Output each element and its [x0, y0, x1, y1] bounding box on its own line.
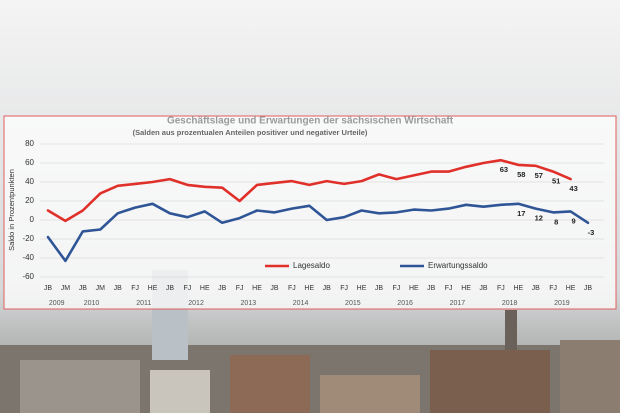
x-tick-label: HE — [304, 285, 314, 292]
x-tick-label: FJ — [497, 285, 505, 292]
x-tick-label: FJ — [445, 285, 453, 292]
year-label: 2010 — [84, 300, 100, 307]
y-tick-label: 80 — [25, 139, 34, 148]
y-axis-label: Saldo in Prozentpunkten — [7, 169, 16, 251]
y-tick-label: 20 — [25, 196, 34, 205]
x-tick-label: JB — [584, 285, 593, 292]
x-tick-label: JB — [375, 285, 384, 292]
x-tick-label: FJ — [392, 285, 400, 292]
year-label: 2018 — [502, 300, 518, 307]
x-tick-label: JB — [114, 285, 123, 292]
data-label: 63 — [500, 165, 508, 174]
line-series — [46, 158, 572, 223]
x-tick-label: JM — [61, 285, 71, 292]
x-tick-label: HE — [148, 285, 158, 292]
x-tick-label: HE — [513, 285, 523, 292]
data-label: 58 — [517, 170, 525, 179]
y-tick-label: -20 — [22, 234, 34, 243]
year-label: 2019 — [554, 300, 570, 307]
year-label: 2009 — [49, 300, 65, 307]
y-tick-label: 40 — [25, 177, 34, 186]
x-tick-label: JB — [532, 285, 541, 292]
x-tick-label: HE — [357, 285, 367, 292]
x-tick-label: JM — [96, 285, 106, 292]
year-label: 2011 — [136, 300, 151, 307]
x-tick-label: FJ — [236, 285, 244, 292]
year-label: 2013 — [241, 300, 257, 307]
x-tick-label: FJ — [288, 285, 296, 292]
x-tick-label: JB — [218, 285, 227, 292]
x-tick-label: FJ — [549, 285, 557, 292]
x-tick-label: HE — [200, 285, 210, 292]
x-tick-label: FJ — [131, 285, 139, 292]
year-label: 2015 — [345, 300, 361, 307]
chart-subtitle: (Salden aus prozentualen Anteilen positi… — [133, 128, 368, 137]
x-tick-label: JB — [427, 285, 436, 292]
data-label: 8 — [554, 217, 558, 226]
year-label: 2017 — [450, 300, 466, 307]
data-label: 51 — [552, 177, 560, 186]
line-series — [46, 202, 590, 263]
y-tick-label: -40 — [22, 253, 34, 262]
y-tick-label: -60 — [22, 272, 34, 281]
x-tick-label: FJ — [183, 285, 191, 292]
x-tick-label: JB — [323, 285, 332, 292]
x-tick-label: FJ — [340, 285, 348, 292]
x-tick-label: HE — [409, 285, 419, 292]
data-label: 17 — [517, 209, 525, 218]
y-tick-label: 0 — [30, 215, 35, 224]
x-tick-label: HE — [566, 285, 576, 292]
data-label: 9 — [571, 216, 575, 225]
data-label: 43 — [569, 184, 577, 193]
data-label: -3 — [588, 228, 595, 237]
x-tick-label: JB — [79, 285, 88, 292]
y-tick-label: 60 — [25, 158, 34, 167]
legend-label: Erwartungssaldo — [428, 261, 488, 270]
x-tick-label: JB — [166, 285, 175, 292]
data-label: 57 — [535, 171, 543, 180]
x-tick-label: HE — [461, 285, 471, 292]
x-tick-label: JB — [44, 285, 53, 292]
legend-label: Lagesaldo — [293, 261, 330, 270]
data-label: 12 — [535, 214, 543, 223]
x-tick-label: JB — [479, 285, 488, 292]
year-label: 2016 — [397, 300, 413, 307]
year-label: 2014 — [293, 300, 309, 307]
x-tick-label: HE — [252, 285, 262, 292]
chart-title: Geschäftslage und Erwartungen der sächsi… — [167, 116, 454, 127]
year-label: 2012 — [188, 300, 204, 307]
x-tick-label: JB — [270, 285, 279, 292]
